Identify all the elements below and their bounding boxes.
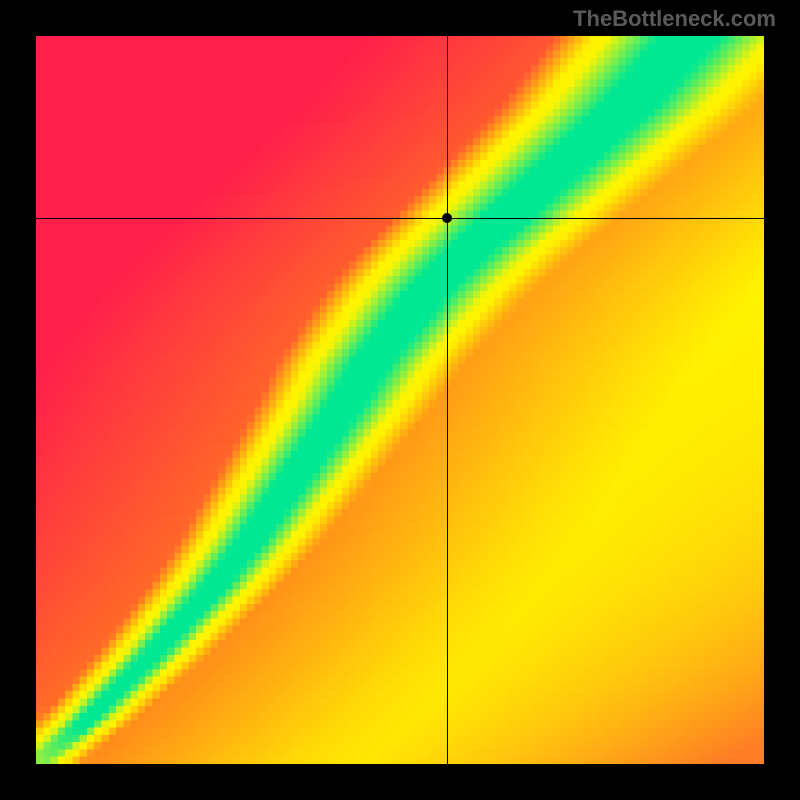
heatmap-canvas bbox=[36, 36, 764, 764]
selected-point-marker bbox=[442, 213, 452, 223]
watermark-text: TheBottleneck.com bbox=[573, 6, 776, 32]
crosshair-vertical bbox=[447, 36, 448, 764]
bottleneck-heatmap bbox=[36, 36, 764, 764]
crosshair-horizontal bbox=[36, 218, 764, 219]
